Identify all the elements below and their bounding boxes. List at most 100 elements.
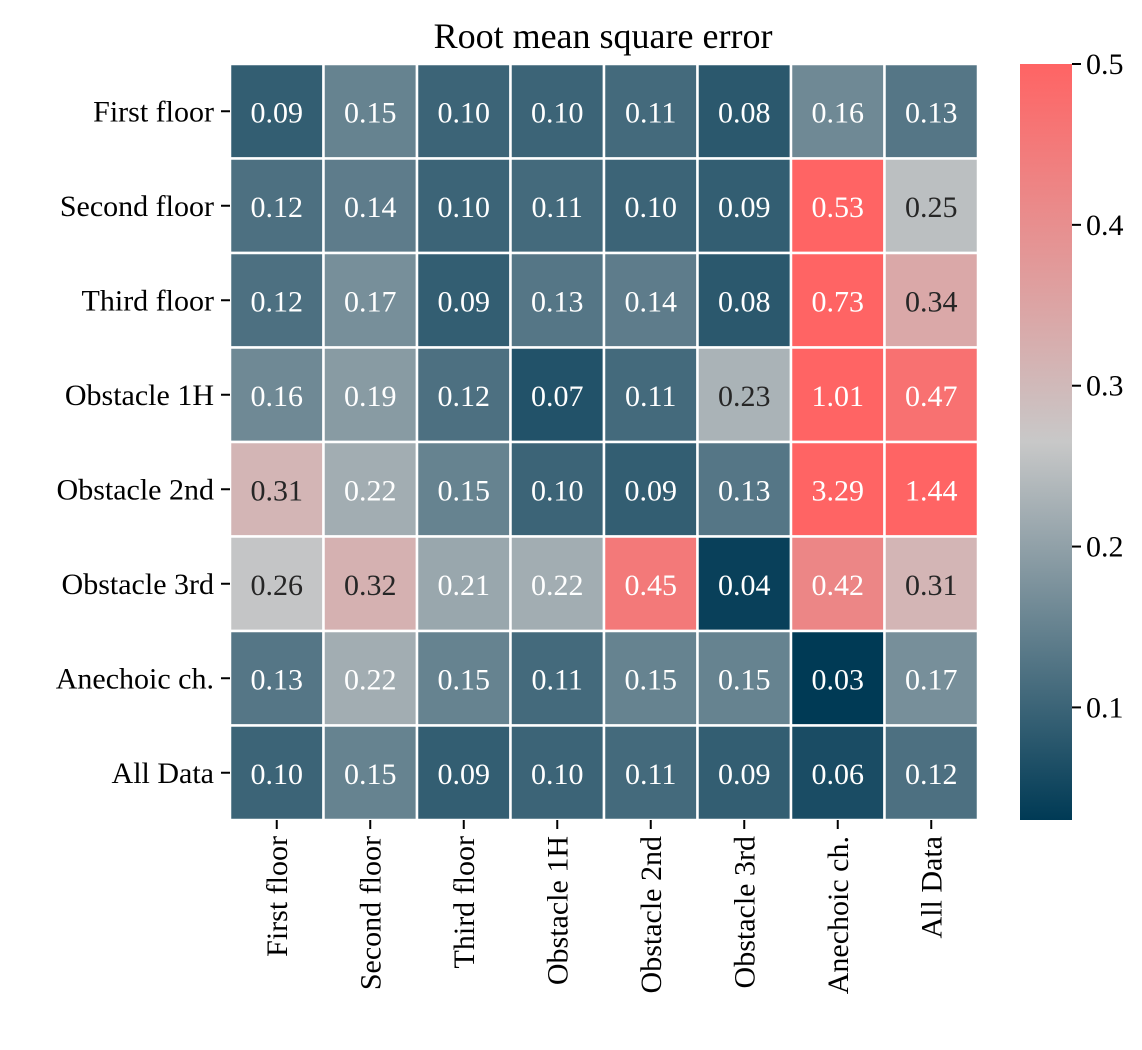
chart-title: Root mean square error [434,16,773,56]
colorbar-ticks: 0.1 0.2 0.3 0.4 0.5 [1072,48,1124,724]
heatmap-cell [696,629,793,727]
cell-value-label: 0.16 [251,380,304,413]
cell-value-label: 0.13 [531,285,584,318]
column-tick-label: Obstacle 1H [541,836,574,985]
heatmap-cell [322,62,419,160]
cell-value-label: 0.11 [625,380,676,413]
heatmap-cell [602,724,699,822]
cell-value-label: 0.04 [718,569,771,602]
heatmap-cell [415,346,512,444]
cell-value-label: 0.10 [531,474,584,507]
heatmap-cell [883,629,980,727]
row-tick-label: All Data [112,757,214,790]
cell-value-label: 0.11 [625,96,676,129]
column-tick-label: Anechoic ch. [822,836,855,994]
row-tick-label: Obstacle 2nd [57,473,214,506]
cell-value-label: 0.12 [438,380,491,413]
cell-value-label: 0.17 [905,663,958,696]
cell-value-label: 0.22 [531,569,584,602]
row-tick-labels: First floor Second floor Third floor Obstac… [56,95,230,790]
cell-value-label: 0.23 [718,380,771,413]
heatmap-cell [602,346,699,444]
heatmap-cell [322,251,419,349]
cell-value-label: 0.15 [718,663,771,696]
column-tick-label: All Data [915,836,948,938]
cell-value-label: 0.22 [344,474,397,507]
cell-value-label: 0.12 [251,191,304,224]
cell-value-label: 0.10 [438,96,491,129]
cell-value-label: 0.06 [812,758,865,791]
cell-value-label: 0.22 [344,663,397,696]
cell-value-label: 0.15 [344,758,397,791]
cell-value-label: 0.16 [812,96,865,129]
heatmap-cell [322,157,419,255]
cell-value-label: 0.25 [905,191,958,224]
cell-value-label: 0.34 [905,285,958,318]
cell-value-label: 3.29 [812,474,865,507]
heatmap-cell [322,629,419,727]
heatmap-cell [602,251,699,349]
cell-value-label: 0.19 [344,380,397,413]
heatmap-cell [509,346,606,444]
cell-value-label: 1.44 [905,474,958,507]
cell-value-label: 0.10 [438,191,491,224]
heatmap-cells: 0.09 0.15 0.10 0.10 0.11 0.08 0.16 0.13 0.12 0.14… [228,62,980,822]
cell-value-label: 0.31 [905,569,958,602]
cell-value-label: 0.10 [531,758,584,791]
cell-value-label: 0.11 [532,191,583,224]
colorbar-tick-label: 0.4 [1086,209,1124,242]
heatmap-cell [509,440,606,538]
row-tick-label: Obstacle 3rd [62,568,214,601]
column-tick-label: Obstacle 2nd [635,836,668,993]
heatmap-cell [696,62,793,160]
cell-value-label: 0.13 [718,474,771,507]
heatmap-cell [415,724,512,822]
column-tick-labels: First floor Second floor Third floor Obstac… [261,820,948,994]
cell-value-label: 0.07 [531,380,584,413]
row-tick-label: First floor [93,95,214,128]
cell-value-label: 0.10 [531,96,584,129]
cell-value-label: 0.12 [251,285,304,318]
row-tick-label: Obstacle 1H [65,379,214,412]
heatmap-cell [322,535,419,633]
cell-value-label: 0.03 [812,663,865,696]
heatmap-cell [509,157,606,255]
cell-value-label: 0.11 [625,758,676,791]
heatmap-cell [883,157,980,255]
column-tick-label: Third floor [448,836,481,968]
cell-value-label: 0.45 [625,569,678,602]
column-tick-label: First floor [261,836,294,957]
cell-value-label: 0.17 [344,285,397,318]
colorbar: 0.1 0.2 0.3 0.4 0.5 [1020,48,1124,820]
heatmap-cell [509,251,606,349]
heatmap-cell [696,535,793,633]
cell-value-label: 0.42 [812,569,865,602]
column-tick-label: Obstacle 3rd [728,836,761,988]
cell-value-label: 0.73 [812,285,865,318]
cell-value-label: 0.10 [625,191,678,224]
row-tick-label: Second floor [60,190,214,223]
heatmap-cell [789,629,886,727]
cell-value-label: 0.09 [718,758,771,791]
cell-value-label: 0.09 [251,96,304,129]
cell-value-label: 0.31 [251,474,304,507]
heatmap-cell [883,251,980,349]
cell-value-label: 0.15 [438,663,491,696]
heatmap-cell [602,629,699,727]
cell-value-label: 0.09 [438,285,491,318]
heatmap-cell [883,62,980,160]
cell-value-label: 0.12 [905,758,958,791]
cell-value-label: 0.14 [344,191,397,224]
cell-value-label: 0.47 [905,380,958,413]
heatmap-cell [602,535,699,633]
cell-value-label: 0.13 [905,96,958,129]
colorbar-gradient [1020,64,1072,820]
heatmap-cell [696,157,793,255]
cell-value-label: 0.08 [718,285,771,318]
colorbar-tick-label: 0.2 [1086,531,1124,564]
column-tick-label: Second floor [354,836,387,990]
colorbar-tick-label: 0.1 [1086,691,1124,724]
cell-value-label: 0.10 [251,758,304,791]
heatmap-cell [789,251,886,349]
